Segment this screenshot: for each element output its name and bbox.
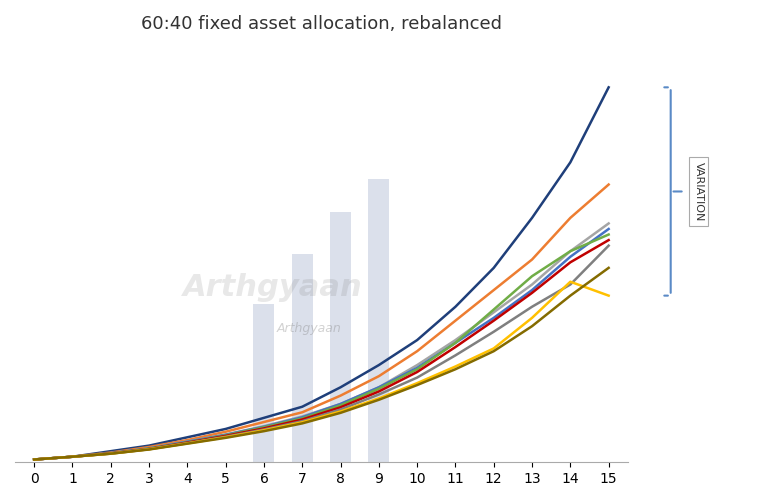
Bar [291,254,313,462]
Bar [369,179,389,462]
Text: Arthgyaan: Arthgyaan [183,273,362,302]
Bar [330,212,351,462]
Text: Arthgyaan: Arthgyaan [277,323,342,336]
Text: VARIATION: VARIATION [694,162,704,221]
Bar [254,304,274,462]
Title: 60:40 fixed asset allocation, rebalanced: 60:40 fixed asset allocation, rebalanced [141,15,502,33]
